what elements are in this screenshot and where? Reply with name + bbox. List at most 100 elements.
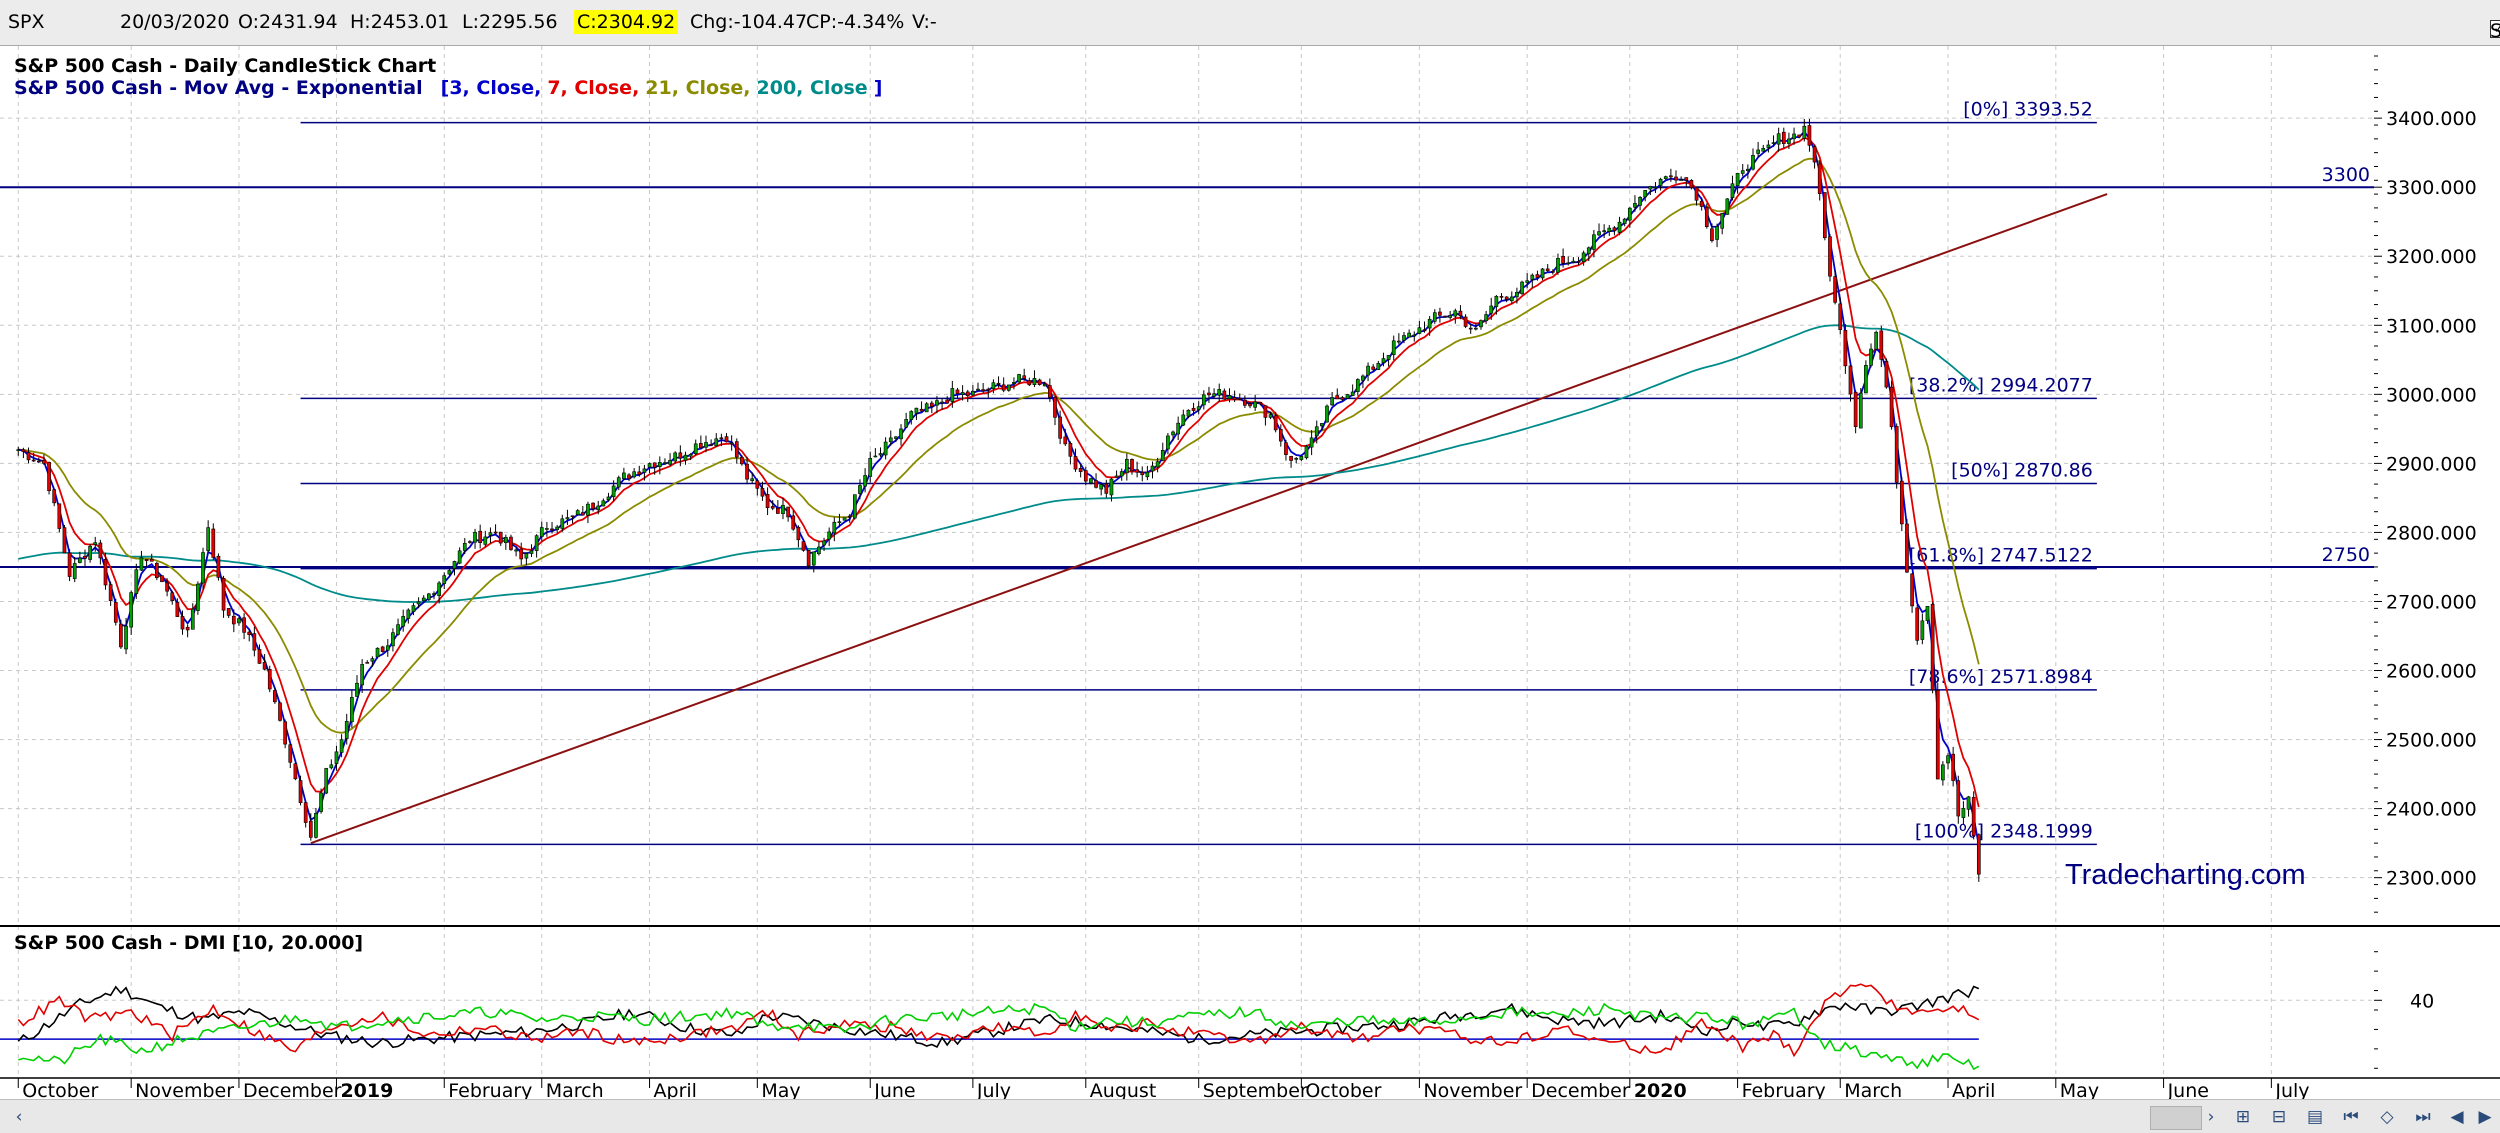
candle-body bbox=[1802, 125, 1807, 139]
candle-body bbox=[1499, 296, 1504, 298]
candle-body bbox=[673, 452, 678, 462]
reference-line-label: 3300 bbox=[2322, 164, 2370, 186]
x-tick-label: April bbox=[654, 1080, 697, 1099]
candle-body bbox=[108, 584, 113, 602]
candle-body bbox=[1407, 332, 1411, 338]
horizontal-scroll-thumb[interactable] bbox=[2150, 1106, 2202, 1130]
zoom-in-icon[interactable]: ⊞ bbox=[2235, 1107, 2251, 1127]
fib-level-label: [100%] 2348.1999 bbox=[1915, 820, 2093, 842]
step-forward-icon[interactable]: ▶ bbox=[2478, 1107, 2492, 1127]
candle-body bbox=[1145, 471, 1150, 478]
candle-body bbox=[1140, 472, 1145, 476]
candle-body bbox=[688, 454, 693, 457]
y-tick-label: 3000.000 bbox=[2386, 384, 2477, 406]
candle-body bbox=[442, 575, 447, 584]
step-back-icon[interactable]: ◀ bbox=[2450, 1107, 2464, 1127]
candle-body bbox=[1910, 573, 1914, 607]
candle-body bbox=[262, 661, 267, 670]
candle-body bbox=[1042, 383, 1047, 387]
candle-body bbox=[765, 494, 770, 508]
candle-body bbox=[729, 442, 734, 445]
candle-body bbox=[31, 459, 36, 462]
candle-body bbox=[1012, 382, 1016, 384]
candle-body bbox=[1171, 431, 1175, 436]
candle-body bbox=[832, 521, 837, 534]
y-tick-label: 2300.000 bbox=[2386, 868, 2477, 890]
candle-body bbox=[1119, 471, 1124, 477]
candle-body bbox=[1905, 523, 1909, 573]
fib-level-label: [50%] 2870.86 bbox=[1951, 460, 2093, 482]
candle-body bbox=[134, 569, 139, 594]
candle-body bbox=[1001, 384, 1006, 391]
candle-body bbox=[1397, 340, 1401, 343]
candle-body bbox=[247, 631, 252, 635]
candle-body bbox=[1037, 379, 1042, 385]
candle-body bbox=[1627, 207, 1632, 221]
x-tick-label: February bbox=[448, 1080, 532, 1099]
candle-body bbox=[1740, 170, 1745, 174]
candle-body bbox=[380, 646, 385, 652]
candle-body bbox=[1345, 394, 1350, 399]
first-bar-icon[interactable]: ⏮ bbox=[2343, 1107, 2359, 1127]
candle-body bbox=[42, 459, 46, 464]
last-bar-icon[interactable]: ⏭ bbox=[2415, 1107, 2431, 1127]
candle-body bbox=[1653, 186, 1658, 189]
candle-body bbox=[734, 441, 739, 458]
candle-body bbox=[1340, 397, 1345, 400]
candle-body bbox=[981, 389, 985, 392]
watermark: Tradecharting.com bbox=[2065, 859, 2306, 891]
candle-body bbox=[1022, 375, 1027, 379]
candle-body bbox=[1889, 386, 1894, 428]
fib-level-label: [38.2%] 2994.2077 bbox=[1909, 374, 2093, 396]
candle-body bbox=[1479, 320, 1483, 328]
axes: 3400.000 3300.000 3200.000 3100.000 3000.000… bbox=[0, 55, 2500, 1099]
candle-body bbox=[914, 407, 919, 414]
candle-body bbox=[427, 593, 431, 600]
scroll-left-icon[interactable]: ‹ bbox=[15, 1107, 23, 1127]
candle-body bbox=[1114, 475, 1119, 478]
candle-body bbox=[601, 500, 606, 507]
candle-body bbox=[447, 570, 452, 575]
candle-body bbox=[375, 647, 380, 658]
candle-body bbox=[606, 496, 611, 500]
x-tick-label: 2020 bbox=[1634, 1080, 1687, 1099]
candle-body bbox=[611, 485, 616, 498]
candle-body bbox=[935, 400, 939, 406]
candle-body bbox=[888, 437, 893, 443]
candle-body bbox=[1530, 274, 1535, 280]
candle-body bbox=[529, 550, 534, 554]
candle-body bbox=[1817, 163, 1822, 194]
candle-body bbox=[1458, 310, 1463, 317]
candle-body bbox=[26, 452, 31, 461]
candle-body bbox=[1278, 429, 1283, 442]
candle-body bbox=[1309, 437, 1314, 448]
chart-background bbox=[0, 46, 2500, 1099]
candle-body bbox=[1556, 258, 1560, 273]
candle-body bbox=[175, 602, 180, 617]
show-last-checkbox[interactable]: ✓ bbox=[2490, 20, 2500, 38]
candle-body bbox=[437, 582, 441, 596]
candle-body bbox=[283, 721, 287, 745]
candle-body bbox=[894, 436, 898, 439]
candle-body bbox=[180, 616, 185, 630]
zoom-out-icon[interactable]: ⊟ bbox=[2271, 1107, 2287, 1127]
candle-body bbox=[457, 550, 462, 564]
compress-icon[interactable]: ◇ bbox=[2380, 1107, 2394, 1127]
candle-body bbox=[329, 764, 334, 769]
candle-body bbox=[1196, 406, 1201, 410]
candle-body bbox=[1848, 365, 1853, 395]
zoom-fit-icon[interactable]: ▤ bbox=[2306, 1107, 2324, 1127]
candle-body bbox=[67, 552, 72, 577]
candle-body bbox=[1704, 206, 1709, 227]
candle-body bbox=[1207, 392, 1211, 396]
candle-body bbox=[1361, 375, 1365, 381]
candle-body bbox=[129, 592, 134, 628]
candle-body bbox=[160, 575, 164, 583]
candle-body bbox=[1781, 131, 1786, 144]
y-tick-label: 2900.000 bbox=[2386, 453, 2477, 475]
candle-body bbox=[616, 477, 621, 488]
candle-body bbox=[940, 401, 944, 404]
scroll-right-icon[interactable]: › bbox=[2207, 1107, 2215, 1127]
candle-body bbox=[16, 449, 21, 451]
candle-body bbox=[714, 438, 719, 447]
